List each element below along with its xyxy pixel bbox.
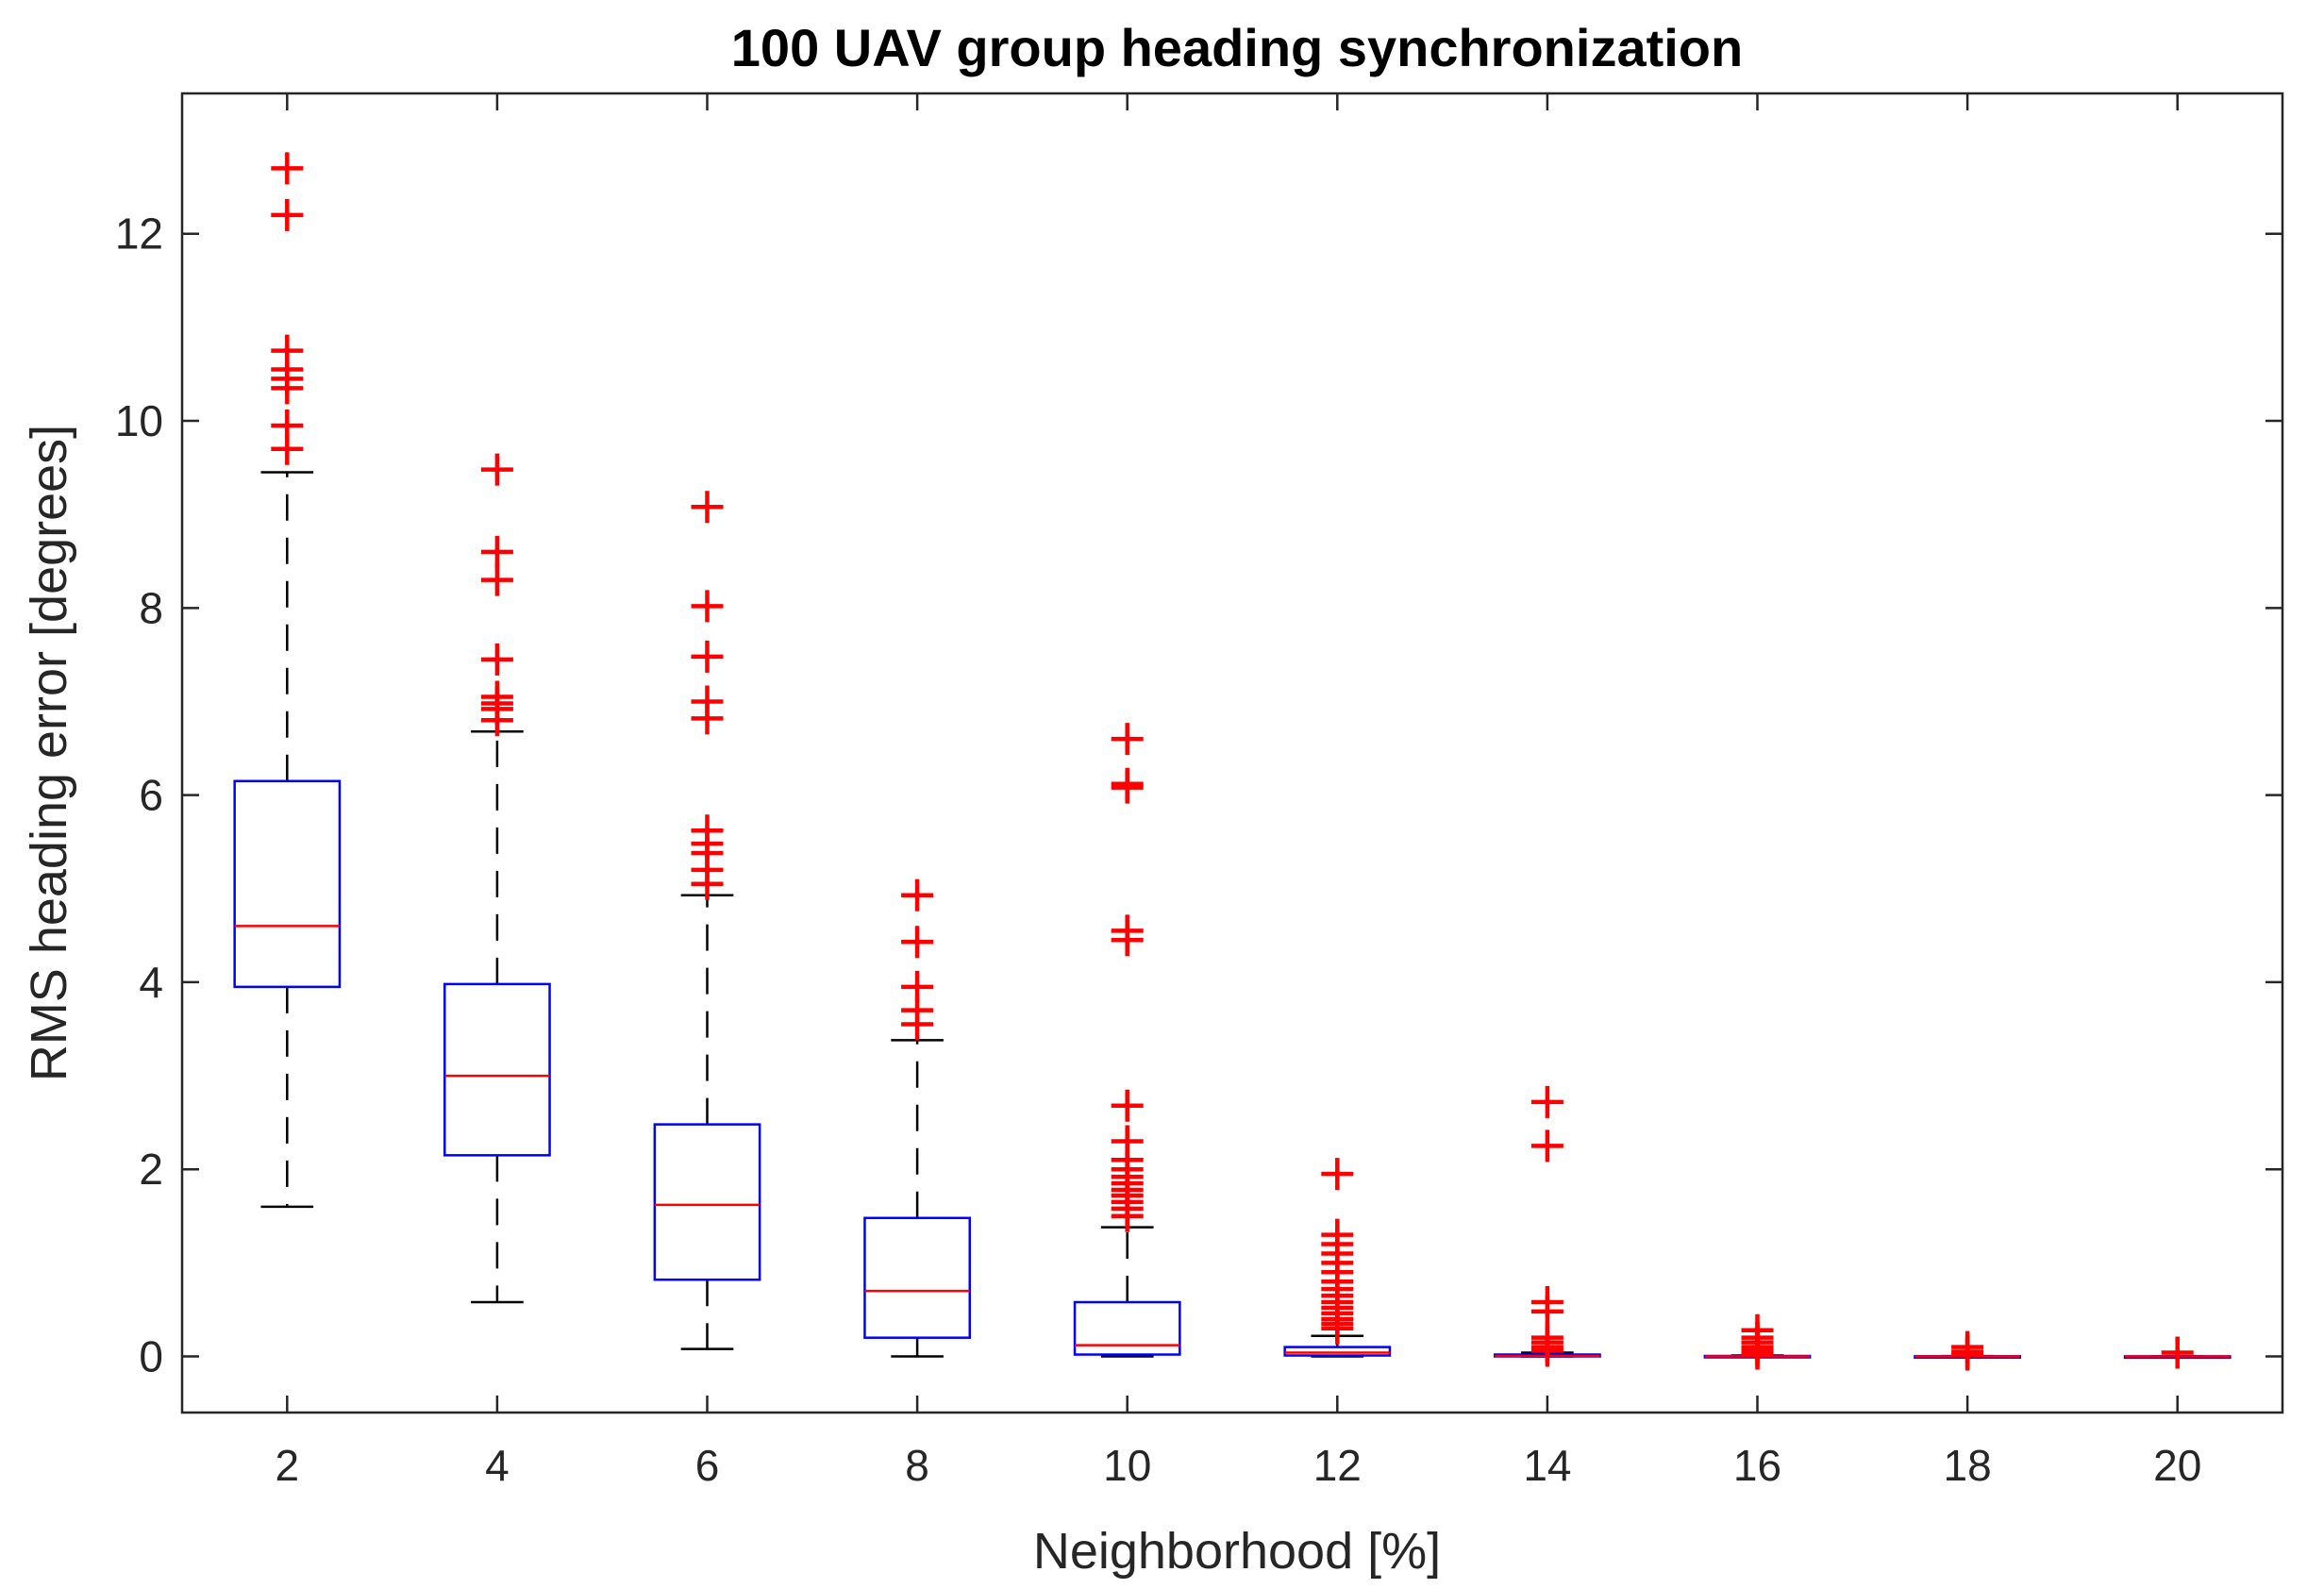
outlier-marker bbox=[1530, 1334, 1563, 1367]
box-group-6 bbox=[653, 491, 761, 1350]
outlier-marker bbox=[691, 867, 724, 900]
iqr-box bbox=[1073, 1300, 1181, 1356]
iqr-box bbox=[443, 982, 551, 1157]
outlier-marker bbox=[480, 563, 513, 596]
outlier-marker bbox=[901, 926, 934, 959]
chart-title: 100 UAV group heading synchronization bbox=[731, 18, 1743, 77]
x-tick-label: 4 bbox=[485, 1441, 510, 1490]
y-axis-label: RMS heading error [degrees] bbox=[21, 425, 77, 1081]
y-tick-label: 0 bbox=[139, 1332, 163, 1381]
iqr-box bbox=[863, 1216, 972, 1339]
box-group-16 bbox=[1703, 1313, 1812, 1370]
outlier-marker bbox=[1321, 1312, 1354, 1345]
x-tick-label: 14 bbox=[1523, 1441, 1571, 1490]
outlier-marker bbox=[271, 198, 304, 231]
x-axis-label: Neighborhood [%] bbox=[1033, 1523, 1441, 1580]
outlier-marker bbox=[271, 432, 304, 465]
y-tick-label: 6 bbox=[139, 771, 163, 820]
plot-area: 0 2 4 6 8 10 12 2 4 6 8 10 12 14 16 18 20 bbox=[115, 92, 2284, 1490]
outlier-marker bbox=[1111, 1199, 1144, 1232]
outlier-marker bbox=[271, 372, 304, 405]
outlier-marker bbox=[901, 878, 934, 912]
outlier-marker bbox=[691, 702, 724, 735]
iqr-box bbox=[1283, 1346, 1392, 1357]
outlier-marker bbox=[691, 491, 724, 524]
x-tick-label: 2 bbox=[276, 1441, 300, 1490]
outlier-marker bbox=[1111, 924, 1144, 957]
box-group-20 bbox=[2123, 1336, 2232, 1369]
outlier-marker bbox=[1741, 1337, 1774, 1370]
x-tick-label: 10 bbox=[1103, 1441, 1151, 1490]
outlier-marker bbox=[1530, 1085, 1563, 1118]
outlier-marker bbox=[480, 704, 513, 737]
x-tick-label: 16 bbox=[1733, 1441, 1781, 1490]
y-tick-label: 4 bbox=[139, 958, 163, 1007]
box-group-2 bbox=[233, 152, 342, 1209]
outlier-marker bbox=[1111, 723, 1144, 756]
x-tick-label: 8 bbox=[905, 1441, 929, 1490]
iqr-box bbox=[233, 779, 342, 989]
outlier-marker bbox=[1111, 771, 1144, 804]
x-tick-label: 18 bbox=[1944, 1441, 1992, 1490]
outlier-marker bbox=[480, 453, 513, 486]
y-tick-label: 2 bbox=[139, 1145, 163, 1194]
box-group-14 bbox=[1494, 1085, 1601, 1367]
y-tick-label: 12 bbox=[115, 209, 163, 259]
x-tick-label: 12 bbox=[1313, 1441, 1362, 1490]
box-group-4 bbox=[443, 453, 551, 1304]
outlier-marker bbox=[480, 643, 513, 676]
outlier-marker bbox=[691, 640, 724, 673]
x-tick-label: 20 bbox=[2153, 1441, 2201, 1490]
box-group-18 bbox=[1914, 1330, 2021, 1371]
outlier-marker bbox=[480, 535, 513, 568]
y-tick-label: 10 bbox=[115, 396, 163, 445]
axes-frame bbox=[180, 92, 2284, 1414]
box-group-12 bbox=[1283, 1158, 1392, 1358]
outlier-marker bbox=[1111, 1089, 1144, 1122]
outlier-marker bbox=[271, 152, 304, 185]
outlier-marker bbox=[1530, 1129, 1563, 1162]
outlier-marker bbox=[2161, 1336, 2194, 1369]
iqr-box bbox=[653, 1123, 761, 1281]
outlier-marker bbox=[691, 590, 724, 623]
outlier-marker bbox=[1951, 1338, 1984, 1371]
box-group-10 bbox=[1073, 723, 1181, 1358]
outlier-marker bbox=[901, 1008, 934, 1041]
x-tick-label: 6 bbox=[695, 1441, 720, 1490]
outlier-marker bbox=[1321, 1158, 1354, 1191]
box-group-8 bbox=[863, 878, 972, 1358]
y-tick-label: 8 bbox=[139, 583, 163, 632]
